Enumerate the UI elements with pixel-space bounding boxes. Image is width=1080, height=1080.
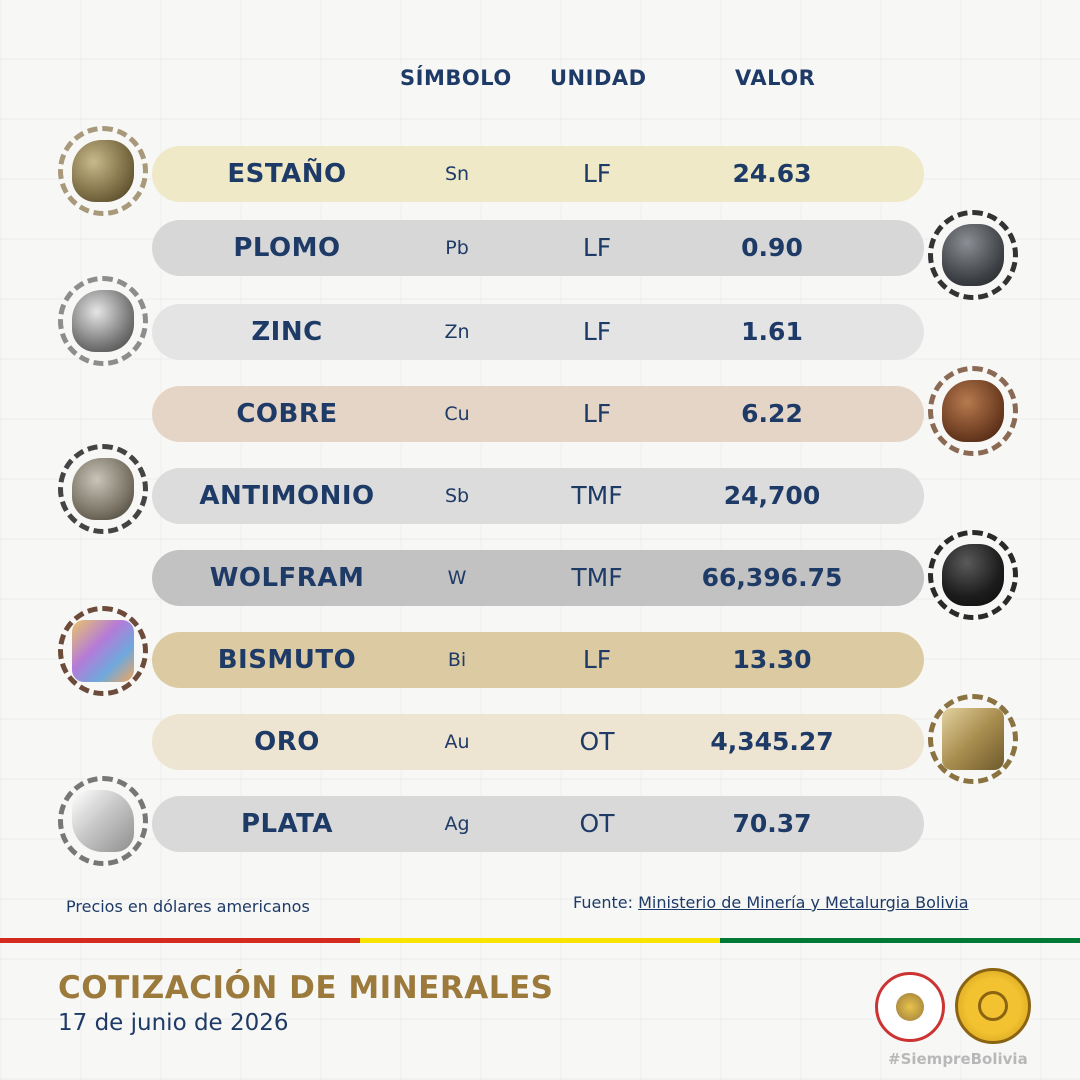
mineral-row-bismuto: BISMUTO Bi LF 13.30 [152, 632, 924, 688]
flag-stripe-yellow [360, 938, 720, 943]
mineral-name: WOLFRAM [209, 563, 365, 593]
flag-stripe-red [0, 938, 360, 943]
lead-ore-icon [928, 210, 1018, 300]
currency-note: Precios en dólares americanos [66, 897, 310, 916]
mineral-symbol: Bi [447, 649, 467, 671]
mineral-symbol: Zn [444, 321, 470, 343]
mineral-name: PLOMO [233, 233, 341, 263]
mineral-row-plomo: PLOMO Pb LF 0.90 [152, 220, 924, 276]
mineral-unit: TMF [571, 481, 623, 510]
mineral-unit: LF [582, 399, 612, 428]
source-credit: Fuente: Ministerio de Minería y Metalurg… [573, 893, 969, 912]
bismuth-crystal-icon [58, 606, 148, 696]
mineral-symbol: Au [444, 731, 470, 753]
mineral-row-estano: ESTAÑO Sn LF 24.63 [152, 146, 924, 202]
mineral-value: 24,700 [723, 481, 821, 510]
mineral-symbol: Ag [444, 813, 470, 835]
flag-stripe-green [720, 938, 1080, 943]
mineral-unit: OT [579, 809, 615, 838]
mineral-value: 24.63 [732, 159, 812, 188]
source-link[interactable]: Ministerio de Minería y Metalurgia Boliv… [638, 893, 969, 912]
comibol-logo-icon [955, 968, 1031, 1044]
mineral-value: 70.37 [732, 809, 812, 838]
presidency-seal-icon [875, 972, 945, 1042]
mineral-symbol: Sb [444, 485, 470, 507]
mineral-value: 0.90 [741, 233, 803, 262]
mineral-row-oro: ORO Au OT 4,345.27 [152, 714, 924, 770]
mineral-name: ESTAÑO [227, 159, 347, 189]
mineral-name: ZINC [251, 317, 323, 347]
mineral-symbol: W [447, 567, 467, 589]
copper-ore-icon [928, 366, 1018, 456]
mineral-value: 66,396.75 [701, 563, 843, 592]
mineral-symbol: Sn [444, 163, 470, 185]
source-label: Fuente: [573, 893, 633, 912]
mineral-name: COBRE [236, 399, 338, 429]
mineral-name: BISMUTO [217, 645, 357, 675]
page-title: COTIZACIÓN DE MINERALES [58, 970, 554, 1006]
mineral-value: 4,345.27 [710, 727, 834, 756]
antimony-ore-icon [58, 444, 148, 534]
mineral-unit: TMF [571, 563, 623, 592]
tungsten-ore-icon [928, 530, 1018, 620]
mineral-unit: LF [582, 159, 612, 188]
mineral-row-cobre: COBRE Cu LF 6.22 [152, 386, 924, 442]
hashtag: #SiempreBolivia [888, 1050, 1028, 1068]
mineral-name: PLATA [240, 809, 334, 839]
mineral-row-zinc: ZINC Zn LF 1.61 [152, 304, 924, 360]
mineral-symbol: Cu [444, 403, 470, 425]
mineral-unit: LF [582, 233, 612, 262]
tin-ore-icon [58, 126, 148, 216]
gold-pyrite-icon [928, 694, 1018, 784]
silver-crystal-icon [58, 776, 148, 866]
header-unit: UNIDAD [550, 66, 647, 90]
mineral-value: 1.61 [741, 317, 803, 346]
mineral-unit: LF [582, 317, 612, 346]
mineral-name: ANTIMONIO [199, 481, 375, 511]
mineral-row-plata: PLATA Ag OT 70.37 [152, 796, 924, 852]
mineral-value: 6.22 [741, 399, 803, 428]
mineral-symbol: Pb [445, 237, 469, 259]
mineral-unit: LF [582, 645, 612, 674]
header-value: VALOR [735, 66, 816, 90]
mineral-value: 13.30 [732, 645, 812, 674]
mineral-name: ORO [254, 727, 320, 757]
mineral-row-wolfram: WOLFRAM W TMF 66,396.75 [152, 550, 924, 606]
header-symbol: SÍMBOLO [400, 66, 512, 90]
page-date: 17 de junio de 2026 [58, 1010, 289, 1036]
zinc-ore-icon [58, 276, 148, 366]
mineral-unit: OT [579, 727, 615, 756]
mineral-row-antimonio: ANTIMONIO Sb TMF 24,700 [152, 468, 924, 524]
